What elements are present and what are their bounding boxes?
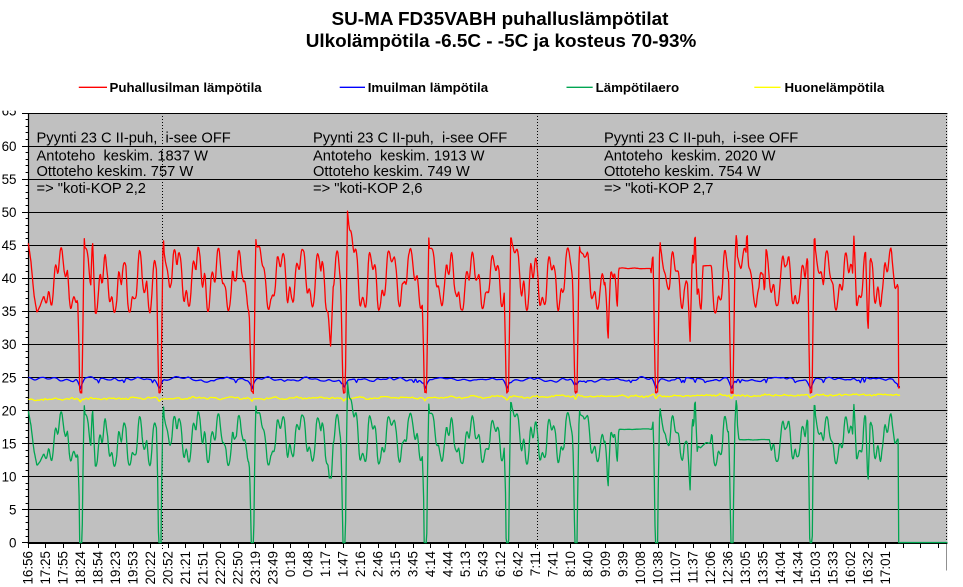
svg-text:30: 30	[2, 337, 17, 352]
svg-text:25: 25	[2, 370, 17, 385]
svg-text:Antoteho keskim. 1913 W: Antoteho keskim. 1913 W	[313, 148, 485, 164]
svg-text:11:37: 11:37	[686, 551, 701, 584]
svg-text:60: 60	[2, 139, 17, 154]
svg-text:45: 45	[2, 238, 17, 253]
svg-text:20:52: 20:52	[161, 551, 176, 585]
svg-text:16:56: 16:56	[21, 551, 36, 585]
svg-text:6:12: 6:12	[493, 551, 508, 577]
svg-text:Ottoteho keskim. 754 W: Ottoteho keskim. 754 W	[604, 164, 761, 180]
svg-text:Ottoteho keskim. 749 W: Ottoteho keskim. 749 W	[313, 164, 470, 180]
svg-text:20:22: 20:22	[143, 551, 158, 585]
svg-text:8:10: 8:10	[563, 551, 578, 577]
svg-text:7:11: 7:11	[528, 551, 543, 576]
svg-text:21:21: 21:21	[178, 551, 193, 585]
svg-text:2:16: 2:16	[353, 551, 368, 577]
svg-text:SU-MA FD35VABH puhalluslämpöti: SU-MA FD35VABH puhalluslämpötilat	[332, 9, 670, 30]
svg-text:15: 15	[2, 436, 17, 451]
svg-text:5:13: 5:13	[458, 551, 473, 577]
svg-text:Antoteho keskim. 1837 W: Antoteho keskim. 1837 W	[37, 148, 209, 164]
svg-text:22:20: 22:20	[213, 551, 228, 585]
svg-text:14:04: 14:04	[773, 550, 788, 584]
svg-text:35: 35	[2, 304, 17, 319]
svg-text:3:45: 3:45	[406, 551, 421, 577]
svg-text:17:55: 17:55	[56, 551, 71, 585]
svg-text:65: 65	[2, 104, 17, 119]
svg-text:23:19: 23:19	[248, 551, 263, 585]
svg-text:20: 20	[2, 403, 17, 418]
svg-text:5: 5	[9, 503, 16, 518]
svg-text:55: 55	[2, 172, 17, 187]
svg-text:22:50: 22:50	[231, 551, 246, 585]
svg-text:0: 0	[9, 536, 16, 551]
svg-text:=> "koti-KOP 2,2: => "koti-KOP 2,2	[37, 181, 146, 197]
svg-text:2:46: 2:46	[371, 551, 386, 577]
svg-text:10:08: 10:08	[633, 551, 648, 585]
svg-text:1:17: 1:17	[318, 551, 333, 577]
svg-text:16:32: 16:32	[861, 551, 876, 585]
svg-text:5:43: 5:43	[476, 551, 491, 577]
svg-text:10: 10	[2, 470, 17, 485]
svg-text:9:39: 9:39	[616, 551, 631, 577]
svg-text:15:03: 15:03	[808, 551, 823, 585]
svg-text:Pyynti 23 C II-puh, i-see OFF: Pyynti 23 C II-puh, i-see OFF	[37, 131, 231, 147]
svg-text:3:15: 3:15	[388, 551, 403, 577]
svg-text:=> "koti-KOP 2,7: => "koti-KOP 2,7	[604, 181, 713, 197]
svg-text:Antoteho keskim. 2020 W: Antoteho keskim. 2020 W	[604, 148, 776, 164]
svg-text:1:47: 1:47	[336, 551, 351, 577]
svg-text:12:36: 12:36	[721, 551, 736, 585]
svg-text:21:51: 21:51	[196, 551, 211, 585]
svg-text:10:38: 10:38	[651, 551, 666, 585]
svg-text:14:34: 14:34	[791, 550, 806, 584]
svg-text:17:01: 17:01	[878, 551, 893, 585]
svg-text:12:06: 12:06	[703, 551, 718, 585]
svg-text:0:48: 0:48	[301, 551, 316, 577]
svg-text:15:33: 15:33	[826, 551, 841, 585]
svg-text:6:42: 6:42	[511, 551, 526, 577]
svg-text:23:49: 23:49	[266, 551, 281, 585]
svg-text:16:02: 16:02	[843, 551, 858, 585]
svg-text:Puhallusilman lämpötila: Puhallusilman lämpötila	[110, 80, 263, 95]
svg-text:4:44: 4:44	[441, 550, 456, 577]
svg-text:Imuilman lämpötila: Imuilman lämpötila	[368, 80, 489, 95]
svg-text:Pyynti 23 C II-puh, i-see OFF: Pyynti 23 C II-puh, i-see OFF	[313, 131, 507, 147]
svg-text:Ulkolämpötila -6.5C - -5C ja k: Ulkolämpötila -6.5C - -5C ja kosteus 70-…	[306, 31, 697, 52]
svg-text:13:05: 13:05	[738, 551, 753, 585]
svg-text:50: 50	[2, 205, 17, 220]
svg-text:7:41: 7:41	[546, 551, 561, 577]
svg-text:Ottoteho keskim. 757 W: Ottoteho keskim. 757 W	[37, 164, 194, 180]
svg-text:Huonelämpötila: Huonelämpötila	[785, 80, 885, 95]
svg-text:Pyynti 23 C II-puh, i-see OFF: Pyynti 23 C II-puh, i-see OFF	[604, 131, 798, 147]
svg-text:0:18: 0:18	[283, 551, 298, 577]
svg-text:13:35: 13:35	[756, 551, 771, 585]
svg-text:40: 40	[2, 271, 17, 286]
svg-text:Lämpötilaero: Lämpötilaero	[596, 80, 680, 95]
svg-text:=> "koti-KOP 2,6: => "koti-KOP 2,6	[313, 181, 422, 197]
svg-text:18:24: 18:24	[73, 550, 88, 584]
svg-text:17:25: 17:25	[38, 551, 53, 585]
svg-text:18:54: 18:54	[91, 550, 106, 584]
svg-text:4:14: 4:14	[423, 550, 438, 577]
svg-text:19:53: 19:53	[126, 551, 141, 585]
svg-text:11:07: 11:07	[668, 551, 683, 584]
svg-text:9:09: 9:09	[598, 551, 613, 577]
svg-text:19:23: 19:23	[108, 551, 123, 585]
svg-text:8:40: 8:40	[581, 551, 596, 577]
